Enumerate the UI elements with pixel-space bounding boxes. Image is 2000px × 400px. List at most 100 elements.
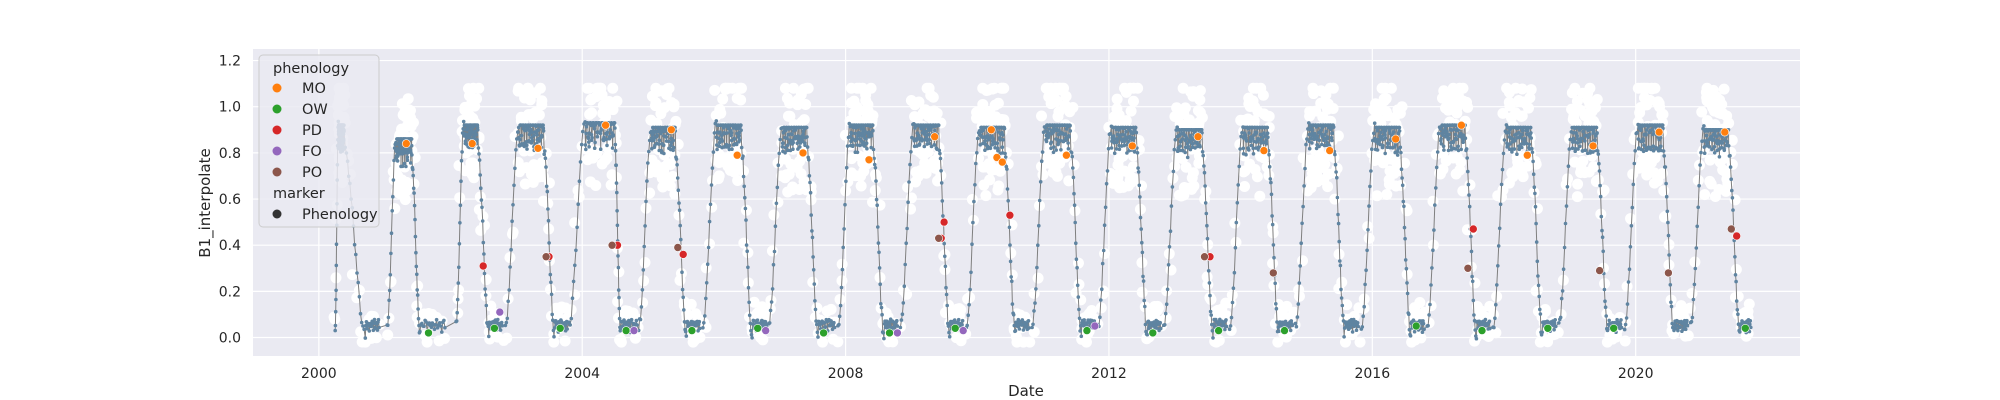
interpolated-point (1300, 221, 1304, 226)
raw-observation-point (735, 82, 747, 94)
interpolated-point (1106, 146, 1111, 151)
interpolated-point (1571, 136, 1576, 141)
interpolated-point (747, 300, 751, 305)
interpolated-point (677, 201, 681, 205)
interpolated-point (1678, 325, 1682, 329)
raw-observation-point (1213, 334, 1225, 346)
raw-observation-point (792, 99, 804, 111)
interpolated-point (683, 329, 688, 334)
interpolated-point (375, 328, 380, 332)
interpolated-point (1702, 151, 1707, 155)
interpolated-point (1427, 313, 1431, 317)
interpolated-point (725, 131, 729, 135)
interpolated-point (527, 132, 532, 137)
interpolated-point (1497, 226, 1502, 231)
x-tick-label: 2020 (1618, 366, 1654, 382)
raw-observation-point (649, 100, 661, 112)
interpolated-point (743, 206, 748, 211)
interpolated-point (966, 313, 970, 318)
interpolated-point (643, 224, 647, 228)
interpolated-point (877, 266, 882, 270)
raw-observation-point (1484, 300, 1496, 312)
interpolated-point (737, 138, 742, 142)
interpolated-point (1734, 299, 1739, 303)
raw-observation-point (586, 107, 598, 119)
interpolated-point (872, 162, 877, 167)
raw-observation-point (1328, 152, 1340, 164)
raw-observation-point (802, 82, 814, 94)
interpolated-point (1495, 283, 1499, 287)
interpolated-point (1071, 166, 1075, 170)
interpolated-point (1075, 283, 1080, 288)
interpolated-point (988, 146, 993, 151)
interpolated-point (1487, 319, 1492, 324)
interpolated-point (770, 287, 775, 291)
interpolated-point (1513, 138, 1517, 143)
interpolated-point (1076, 295, 1081, 299)
interpolated-point (1003, 155, 1008, 159)
interpolated-point (1000, 145, 1005, 149)
phenology-point-ow (1148, 328, 1158, 338)
interpolated-point (1203, 184, 1207, 188)
x-axis-label: Date (1008, 382, 1044, 400)
interpolated-point (968, 287, 972, 292)
raw-observation-point (596, 89, 608, 101)
phenology-point-pd (478, 261, 488, 271)
interpolated-point (767, 321, 772, 325)
interpolated-point (1627, 267, 1632, 272)
interpolated-point (739, 145, 744, 150)
interpolated-point (1694, 246, 1699, 250)
interpolated-point (544, 165, 548, 169)
interpolated-point (1266, 135, 1270, 139)
interpolated-point (1685, 323, 1690, 328)
interpolated-point (402, 161, 407, 166)
interpolated-point (1599, 214, 1604, 219)
interpolated-point (1538, 312, 1543, 316)
interpolated-point (1447, 136, 1451, 140)
interpolated-point (541, 123, 545, 127)
interpolated-point (744, 218, 748, 222)
interpolated-point (679, 237, 683, 242)
raw-observation-point (1322, 181, 1334, 193)
raw-observation-point (1024, 336, 1036, 348)
interpolated-point (1299, 241, 1303, 245)
raw-observation-point (901, 288, 913, 300)
interpolated-point (1728, 165, 1733, 169)
interpolated-point (727, 143, 732, 148)
phenology-point-ow (1280, 326, 1289, 335)
interpolated-point (1101, 248, 1106, 253)
interpolated-point (547, 241, 551, 245)
interpolated-point (937, 148, 942, 153)
interpolated-point (570, 296, 575, 301)
interpolated-point (1054, 148, 1058, 152)
raw-observation-point (1097, 288, 1109, 300)
interpolated-point (837, 322, 841, 327)
interpolated-point (1595, 131, 1599, 135)
phenology-point-mo (401, 139, 411, 148)
raw-observation-point (1704, 154, 1716, 166)
raw-observation-point (1248, 115, 1260, 127)
raw-observation-point (1128, 173, 1140, 185)
interpolated-point (334, 288, 338, 293)
interpolated-point (1273, 281, 1277, 286)
interpolated-point (807, 174, 812, 178)
interpolated-point (1529, 131, 1533, 135)
interpolated-point (587, 140, 591, 144)
interpolated-point (1534, 221, 1538, 226)
interpolated-point (1269, 180, 1273, 185)
interpolated-point (741, 154, 745, 158)
raw-observation-point (1569, 156, 1581, 168)
raw-observation-point (1194, 85, 1206, 97)
phenology-point-po (541, 252, 551, 262)
interpolated-point (839, 285, 844, 290)
raw-observation-point (1111, 93, 1123, 105)
interpolated-point (459, 158, 464, 163)
interpolated-point (589, 132, 594, 137)
interpolated-point (537, 139, 542, 143)
interpolated-point (1466, 182, 1471, 187)
interpolated-point (479, 198, 484, 202)
phenology-point-mo (467, 139, 477, 148)
interpolated-point (386, 323, 390, 328)
raw-observation-point (559, 335, 571, 347)
interpolated-point (1070, 154, 1074, 159)
